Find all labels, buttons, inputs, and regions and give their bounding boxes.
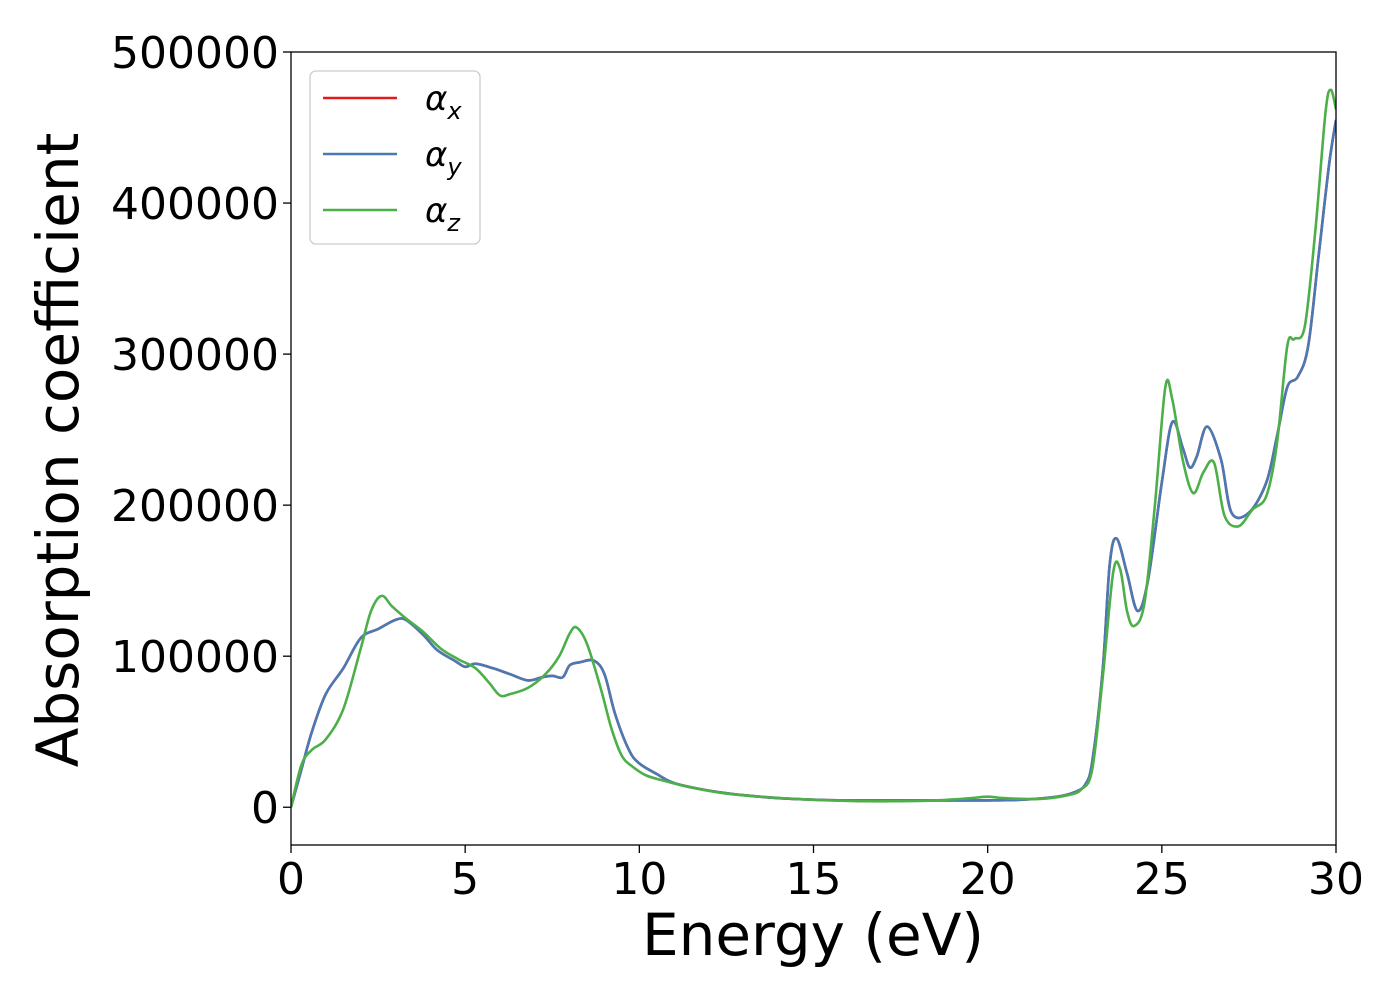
legend-label-sub: z — [446, 209, 461, 237]
y-tick-label: 0 — [251, 783, 279, 834]
y-axis-ticks: 0 100000 200000 300000 400000 500000 — [111, 28, 291, 834]
series-line-z — [291, 88, 1336, 808]
x-tick-label: 0 — [277, 854, 305, 905]
legend-label-z: αz — [425, 191, 461, 237]
x-tick-label: 30 — [1308, 854, 1364, 905]
series-layer — [291, 88, 1336, 808]
legend-label-main: α — [425, 79, 447, 119]
legend-label-x: αx — [425, 79, 462, 125]
x-tick-label: 15 — [786, 854, 842, 905]
y-tick-label: 300000 — [111, 330, 279, 381]
legend-label-y: αy — [425, 135, 462, 181]
y-tick-label: 400000 — [111, 179, 279, 230]
y-tick-label: 100000 — [111, 632, 279, 683]
legend-label-main: α — [425, 135, 447, 175]
x-tick-label: 25 — [1134, 854, 1190, 905]
y-axis-label: Absorption coefficient — [24, 133, 92, 768]
x-tick-label: 20 — [960, 854, 1016, 905]
legend-label-sub: y — [446, 153, 462, 181]
legend-label-sub: x — [446, 97, 462, 125]
x-axis-ticks: 0 5 10 15 20 25 30 — [277, 845, 1364, 905]
y-tick-label: 200000 — [111, 481, 279, 532]
x-tick-label: 5 — [451, 854, 479, 905]
x-axis-label: Energy (eV) — [642, 901, 984, 969]
y-tick-label: 500000 — [111, 28, 279, 79]
legend-label-main: α — [425, 191, 447, 231]
x-tick-label: 10 — [611, 854, 667, 905]
legend-box — [309, 70, 481, 245]
